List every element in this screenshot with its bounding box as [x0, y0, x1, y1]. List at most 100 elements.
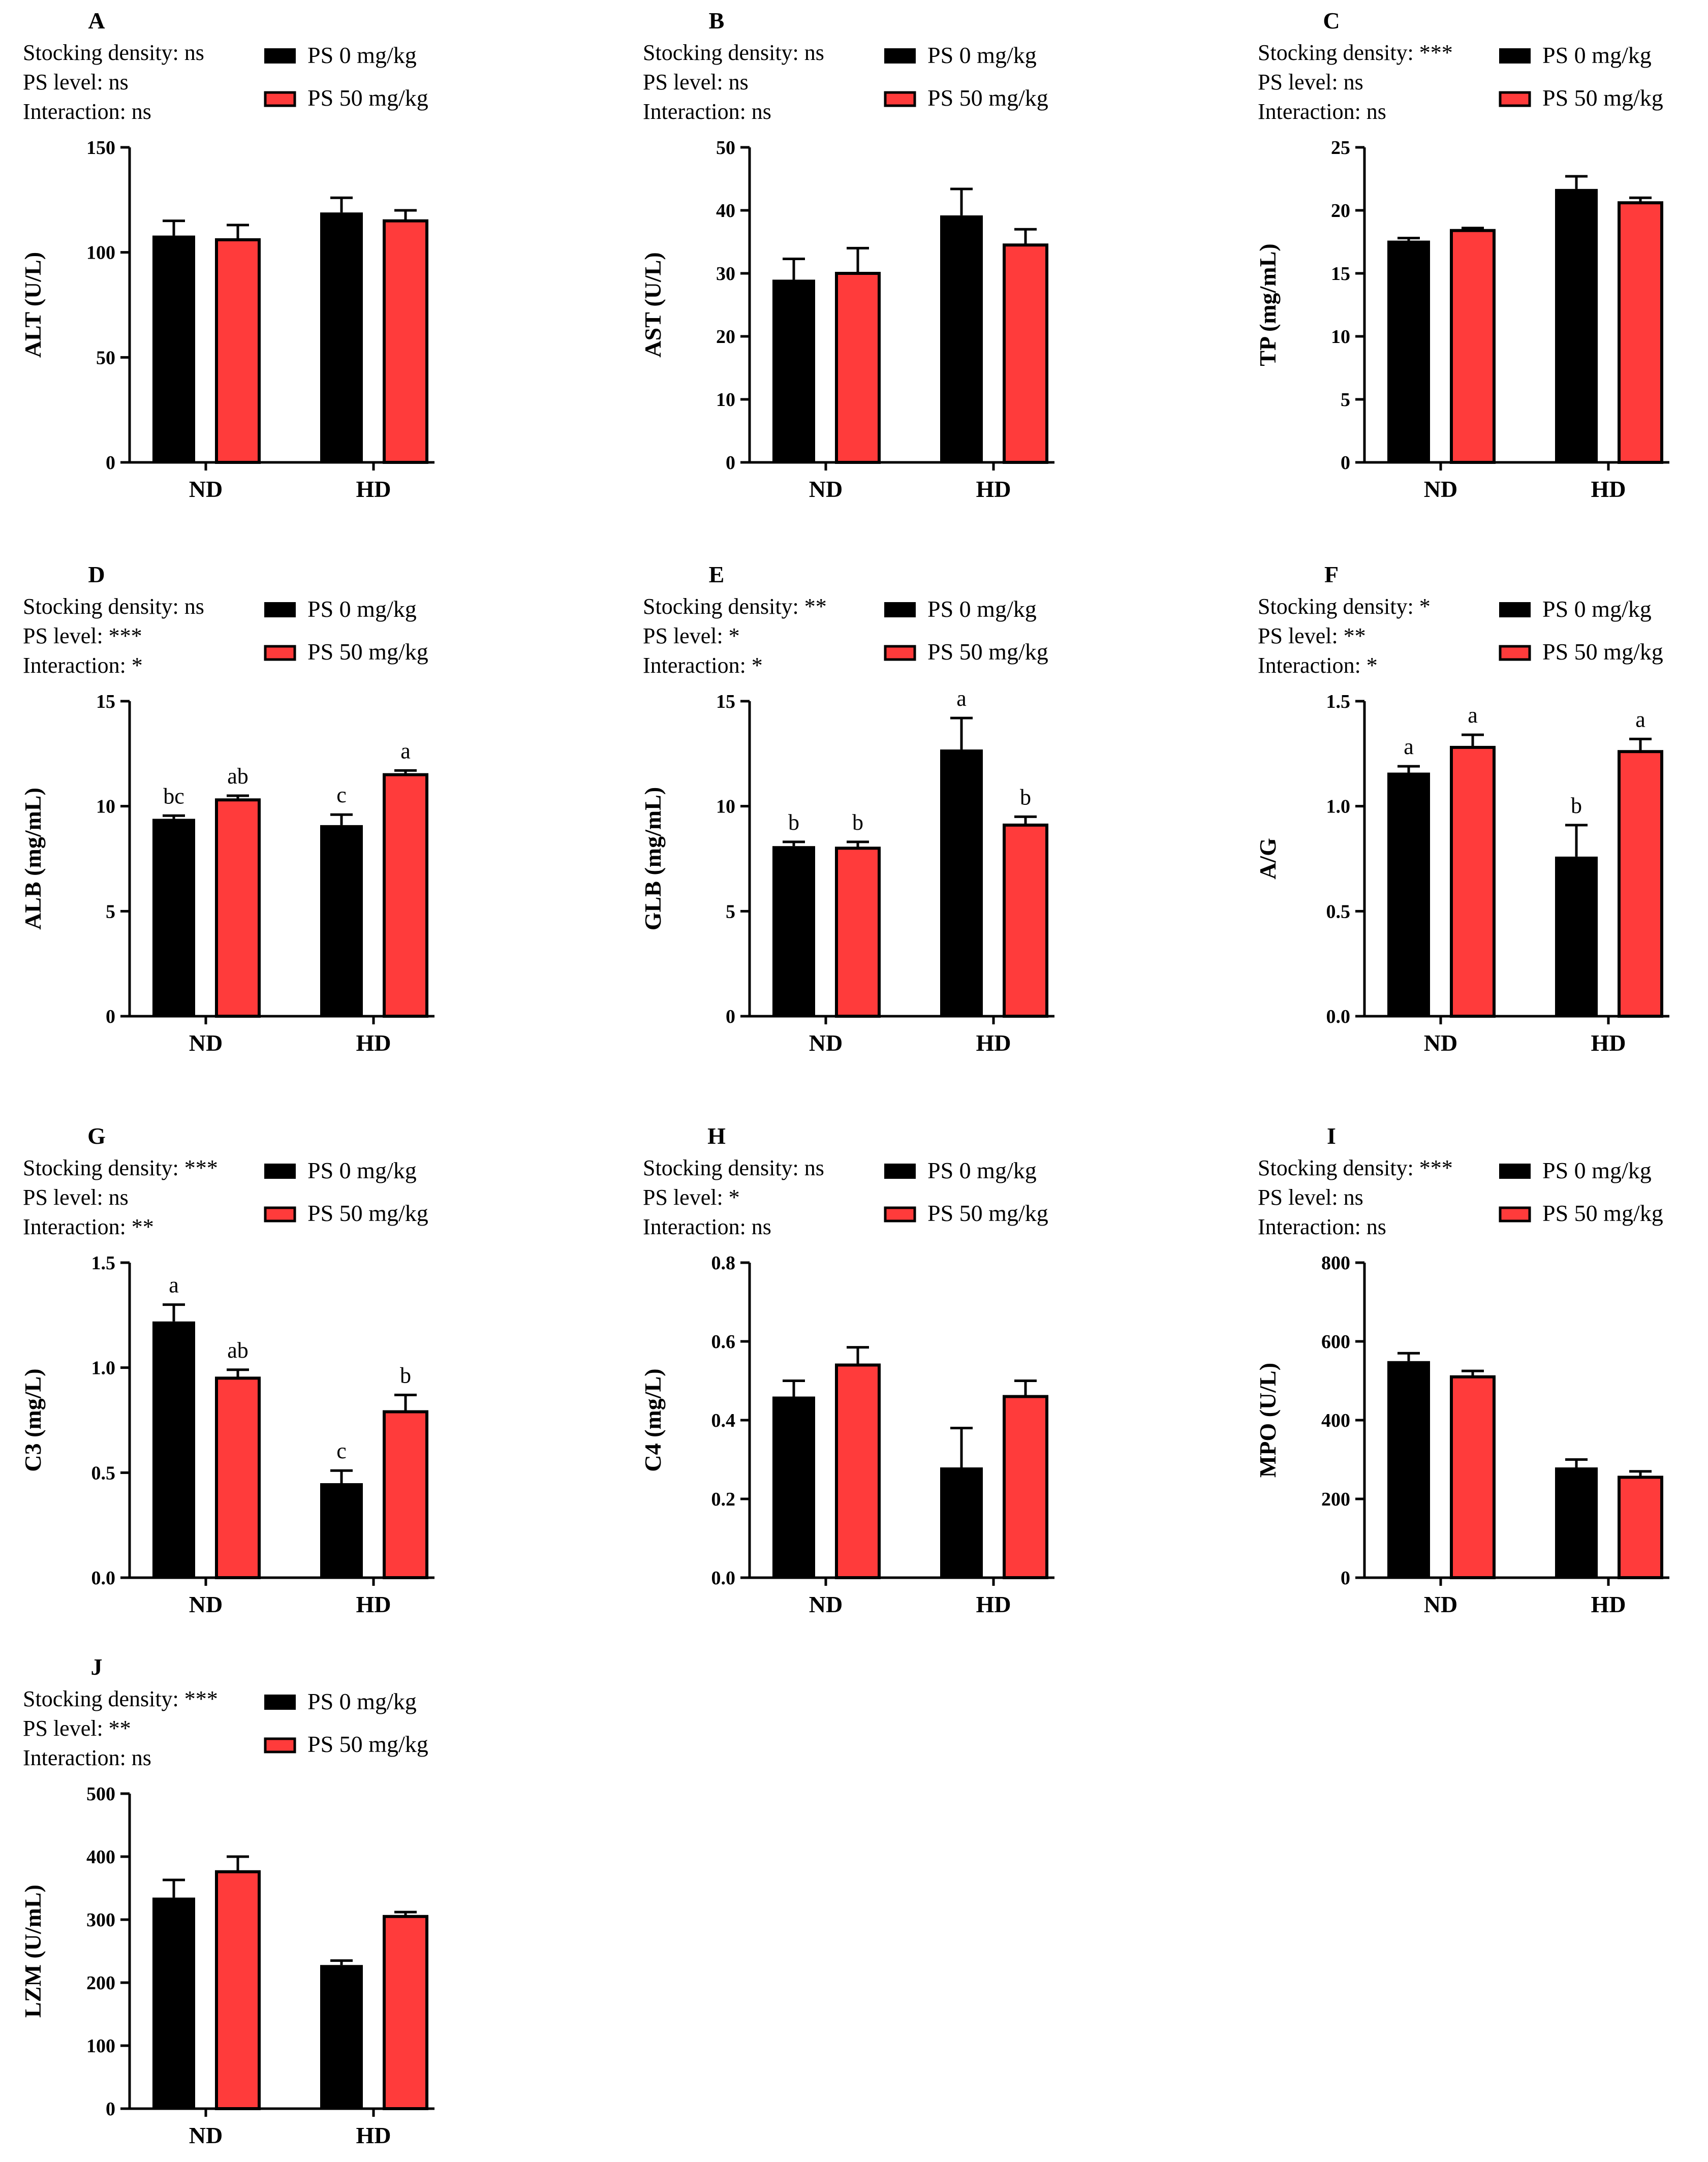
legend-swatch-ps50 [884, 1206, 916, 1223]
bar-ps0-HD [1555, 189, 1598, 463]
y-tick-label: 300 [86, 1909, 115, 1931]
y-tick-label: 1.5 [1326, 691, 1351, 712]
legend-swatch-ps0 [1499, 602, 1531, 617]
significance-letter: a [1404, 734, 1414, 759]
significance-letter: c [336, 782, 347, 807]
legend-swatch-ps0 [1499, 48, 1531, 64]
y-tick-label: 100 [86, 242, 115, 264]
bar-ps0-ND [772, 1396, 815, 1578]
bar-ps0-ND [772, 279, 815, 462]
x-category-label: ND [1424, 476, 1457, 502]
stat-line: PS level: ns [1258, 1185, 1363, 1210]
y-tick-label: 1.5 [91, 1252, 116, 1274]
legend-swatch-ps0 [264, 602, 296, 617]
stat-line: PS level: ** [1258, 623, 1366, 648]
legend-label-ps50: PS 50 mg/kg [927, 639, 1048, 665]
significance-letter: b [852, 810, 863, 835]
chart-panel-A: A Stocking density: ns PS level: ns Interac… [0, 0, 508, 513]
stat-line: Interaction: ns [1258, 99, 1386, 124]
bar-ps50-ND [215, 1870, 261, 2110]
bar-ps0-HD [940, 1467, 983, 1578]
y-tick-label: 40 [716, 200, 735, 222]
panel-label: C [1323, 8, 1340, 34]
legend-label-ps50: PS 50 mg/kg [927, 85, 1048, 111]
stat-line: PS level: ns [1258, 70, 1363, 95]
stat-line: Interaction: ns [23, 99, 151, 124]
bar-ps0-HD [320, 825, 363, 1016]
y-tick-label: 20 [716, 326, 735, 348]
legend-label-ps50: PS 50 mg/kg [1542, 1200, 1663, 1226]
stat-line: Stocking density: ns [643, 40, 824, 65]
panel-label: B [709, 8, 725, 34]
stat-line: Interaction: * [1258, 653, 1378, 678]
x-category-label: ND [809, 1030, 843, 1056]
panel-label: H [707, 1123, 726, 1149]
x-category-label: HD [976, 1030, 1011, 1056]
stat-line: PS level: ns [23, 1185, 129, 1210]
y-axis-label: AST (U/L) [640, 252, 666, 357]
stat-line: PS level: * [643, 1185, 740, 1210]
y-tick-label: 20 [1331, 200, 1350, 222]
y-tick-label: 10 [1331, 326, 1350, 348]
y-tick-label: 0 [726, 1006, 735, 1027]
bar-ps0-ND [1387, 772, 1430, 1016]
legend-swatch-ps50 [884, 645, 916, 661]
bar-ps50-HD [383, 1410, 428, 1579]
significance-letter: a [400, 738, 411, 763]
legend-label-ps0: PS 0 mg/kg [927, 42, 1037, 68]
bar-ps50-ND [1450, 1375, 1496, 1579]
significance-letter: b [400, 1363, 411, 1388]
legend-swatch-ps50 [1499, 1206, 1531, 1223]
y-tick-label: 0 [726, 452, 735, 474]
y-tick-label: 600 [1321, 1331, 1350, 1353]
legend-label-ps50: PS 50 mg/kg [307, 1200, 428, 1226]
chart-svg-G: G Stocking density: *** PS level: ns Intera… [20, 1123, 434, 1617]
y-tick-label: 0.5 [91, 1462, 116, 1484]
stat-line: Interaction: ns [23, 1745, 151, 1770]
chart-svg-E: E Stocking density: ** PS level: * Interact… [640, 561, 1054, 1056]
y-axis-label: ALT (U/L) [20, 252, 46, 358]
bar-ps0-HD [940, 215, 983, 462]
panel-label: J [91, 1654, 103, 1680]
y-axis-label: C3 (mg/L) [20, 1368, 46, 1471]
stat-line: Interaction: ns [643, 1214, 771, 1239]
legend-swatch-ps50 [264, 91, 296, 107]
y-axis-label: MPO (U/L) [1255, 1363, 1281, 1478]
chart-svg-D: D Stocking density: ns PS level: *** Intera… [20, 561, 434, 1056]
y-tick-label: 0.5 [1326, 901, 1351, 922]
y-tick-label: 500 [86, 1783, 115, 1805]
y-tick-label: 0 [106, 1006, 115, 1027]
bar-ps50-HD [1618, 201, 1663, 464]
chart-svg-B: B Stocking density: ns PS level: ns Interac… [640, 8, 1054, 502]
bar-ps0-HD [940, 749, 983, 1016]
legend-swatch-ps50 [1499, 645, 1531, 661]
chart-panel-E: E Stocking density: ** PS level: * Interact… [620, 554, 1128, 1067]
significance-letter: b [1571, 793, 1582, 818]
y-axis-label: GLB (mg/mL) [640, 787, 666, 930]
legend-swatch-ps50 [264, 1206, 296, 1223]
significance-letter: ab [227, 764, 249, 789]
legend-swatch-ps0 [264, 48, 296, 64]
x-category-label: HD [1591, 1030, 1626, 1056]
bar-ps0-HD [320, 1965, 363, 2109]
legend-swatch-ps0 [264, 1164, 296, 1179]
stat-line: Stocking density: ** [643, 594, 827, 619]
significance-letter: bc [163, 784, 184, 808]
x-category-label: ND [189, 2122, 223, 2148]
y-tick-label: 5 [726, 901, 735, 922]
bar-ps0-ND [152, 1321, 195, 1578]
significance-letter: a [956, 686, 967, 711]
y-tick-label: 15 [96, 691, 115, 712]
x-category-label: ND [189, 476, 223, 502]
panel-label: G [87, 1123, 106, 1149]
legend-label-ps50: PS 50 mg/kg [927, 1200, 1048, 1226]
significance-letter: b [788, 810, 799, 835]
legend-swatch-ps0 [1499, 1164, 1531, 1179]
bar-ps50-HD [1003, 1395, 1048, 1579]
bar-ps0-ND [152, 1897, 195, 2109]
bar-ps0-HD [1555, 856, 1598, 1016]
bar-ps50-ND [835, 847, 881, 1018]
x-category-label: HD [356, 476, 391, 502]
legend-swatch-ps0 [884, 602, 916, 617]
